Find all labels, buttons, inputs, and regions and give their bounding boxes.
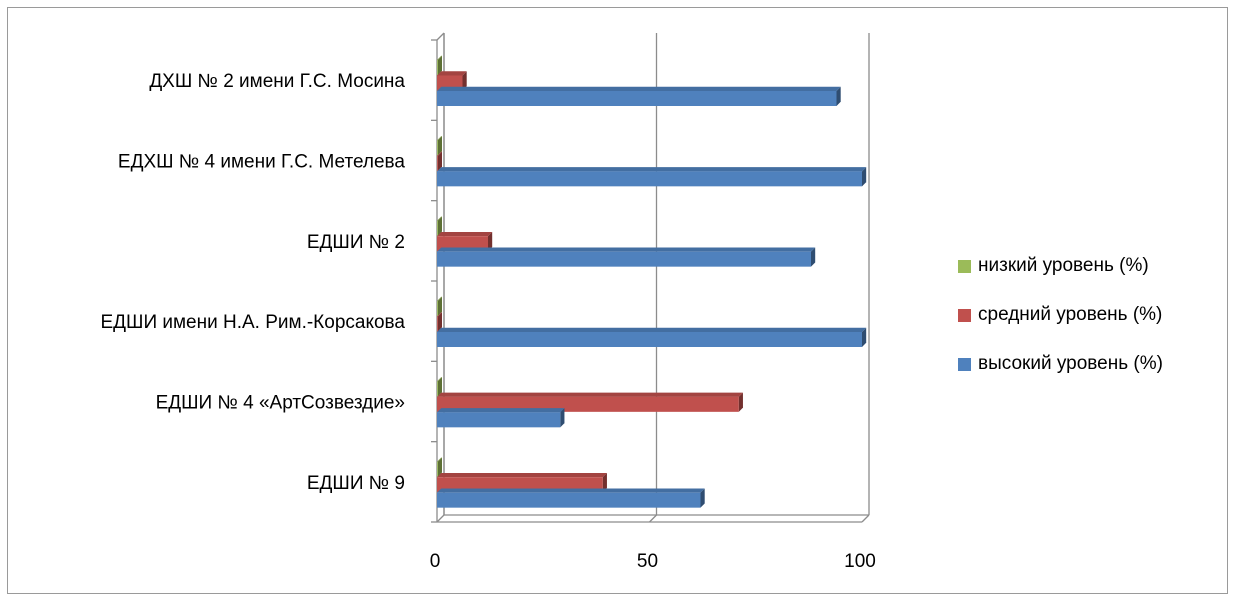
bar-side-0-4 xyxy=(437,377,442,397)
category-label-4: ЕДШИ № 4 «АртСозвездие» xyxy=(156,393,405,414)
legend-label-high: высокий уровень (%) xyxy=(978,353,1163,374)
bar-top-2-4 xyxy=(437,408,565,413)
bar-side-2-3 xyxy=(862,327,867,347)
bar-side-0-5 xyxy=(437,457,442,477)
bar-top-0-3 xyxy=(437,296,442,301)
bar-side-1-4 xyxy=(738,392,743,412)
bar-top-0-0 xyxy=(437,55,442,60)
bar-side-2-2 xyxy=(811,247,816,267)
bar-top-1-2 xyxy=(437,231,493,237)
bar-side-2-1 xyxy=(862,167,867,187)
bar-top-2-5 xyxy=(437,488,705,493)
floor-line-1 xyxy=(649,514,657,523)
bar-side-2-5 xyxy=(700,488,705,508)
chart-frame xyxy=(7,7,1228,594)
bar-top-2-3 xyxy=(437,327,867,332)
bar-side-2-0 xyxy=(836,86,841,106)
floor-line-0 xyxy=(436,514,445,523)
bar-top-1-1 xyxy=(437,151,442,156)
bar-2-4 xyxy=(437,412,561,428)
legend-swatch-medium xyxy=(958,308,971,322)
legend-label-low: низкий уровень (%) xyxy=(978,255,1149,276)
bar-1-3 xyxy=(437,316,438,332)
bar-2-0 xyxy=(437,91,837,106)
category-label-5: ЕДШИ № 9 xyxy=(307,473,405,494)
legend-item-high: высокий уровень (%) xyxy=(958,350,1163,378)
left-wall-top xyxy=(436,32,445,41)
floor-line-2 xyxy=(861,514,870,523)
legend-label-medium: средний уровень (%) xyxy=(978,304,1163,325)
bar-0-4 xyxy=(437,381,438,397)
bar-top-0-5 xyxy=(437,457,442,462)
bar-side-2-4 xyxy=(560,408,565,428)
legend-swatch-low xyxy=(958,259,971,273)
bar-2-3 xyxy=(437,332,862,347)
bar-side-1-1 xyxy=(437,151,442,171)
bar-side-0-1 xyxy=(437,136,442,156)
bar-top-0-2 xyxy=(437,216,442,221)
bar-1-5 xyxy=(437,477,603,493)
bar-0-1 xyxy=(437,140,438,156)
bar-0-5 xyxy=(437,461,438,477)
bar-side-1-2 xyxy=(488,231,493,252)
bar-1-2 xyxy=(437,236,488,252)
bar-side-1-3 xyxy=(437,312,442,332)
bar-2-1 xyxy=(437,171,862,187)
x-tick-label-1: 50 xyxy=(637,551,658,572)
bar-side-1-5 xyxy=(602,472,607,493)
bar-side-0-0 xyxy=(437,55,442,75)
bar-top-1-5 xyxy=(437,472,607,478)
legend: низкий уровень (%) средний уровень (%) в… xyxy=(958,252,1163,399)
bar-top-0-4 xyxy=(437,377,442,382)
bar-2-2 xyxy=(437,251,811,267)
bar-top-2-0 xyxy=(437,86,841,91)
legend-swatch-high xyxy=(958,357,971,371)
bar-0-2 xyxy=(437,220,438,236)
bar-0-0 xyxy=(437,60,438,75)
bar-side-0-3 xyxy=(437,296,442,316)
bar-side-1-0 xyxy=(462,71,467,91)
legend-item-low: низкий уровень (%) xyxy=(958,252,1163,280)
legend-item-medium: средний уровень (%) xyxy=(958,301,1163,329)
category-label-2: ЕДШИ № 2 xyxy=(307,232,405,253)
x-tick-label-2: 100 xyxy=(844,551,876,572)
bar-top-2-2 xyxy=(437,247,816,252)
bar-2-5 xyxy=(437,492,701,508)
bar-0-3 xyxy=(437,301,438,316)
category-label-3: ЕДШИ имени Н.А. Рим.-Корсакова xyxy=(100,312,405,333)
category-label-1: ЕДХШ № 4 имени Г.С. Метелева xyxy=(118,152,406,173)
category-label-0: ДХШ № 2 имени Г.С. Мосина xyxy=(149,71,405,92)
bar-1-0 xyxy=(437,75,463,91)
x-tick-label-0: 0 xyxy=(430,551,441,572)
bar-1-4 xyxy=(437,396,739,412)
bar-1-1 xyxy=(437,155,438,171)
bar-side-0-2 xyxy=(437,216,442,236)
bar-top-1-0 xyxy=(437,71,467,76)
bar-top-0-1 xyxy=(437,136,442,141)
bar-top-1-3 xyxy=(437,312,442,317)
bar-top-1-4 xyxy=(437,392,743,397)
bar-top-2-1 xyxy=(437,167,867,172)
